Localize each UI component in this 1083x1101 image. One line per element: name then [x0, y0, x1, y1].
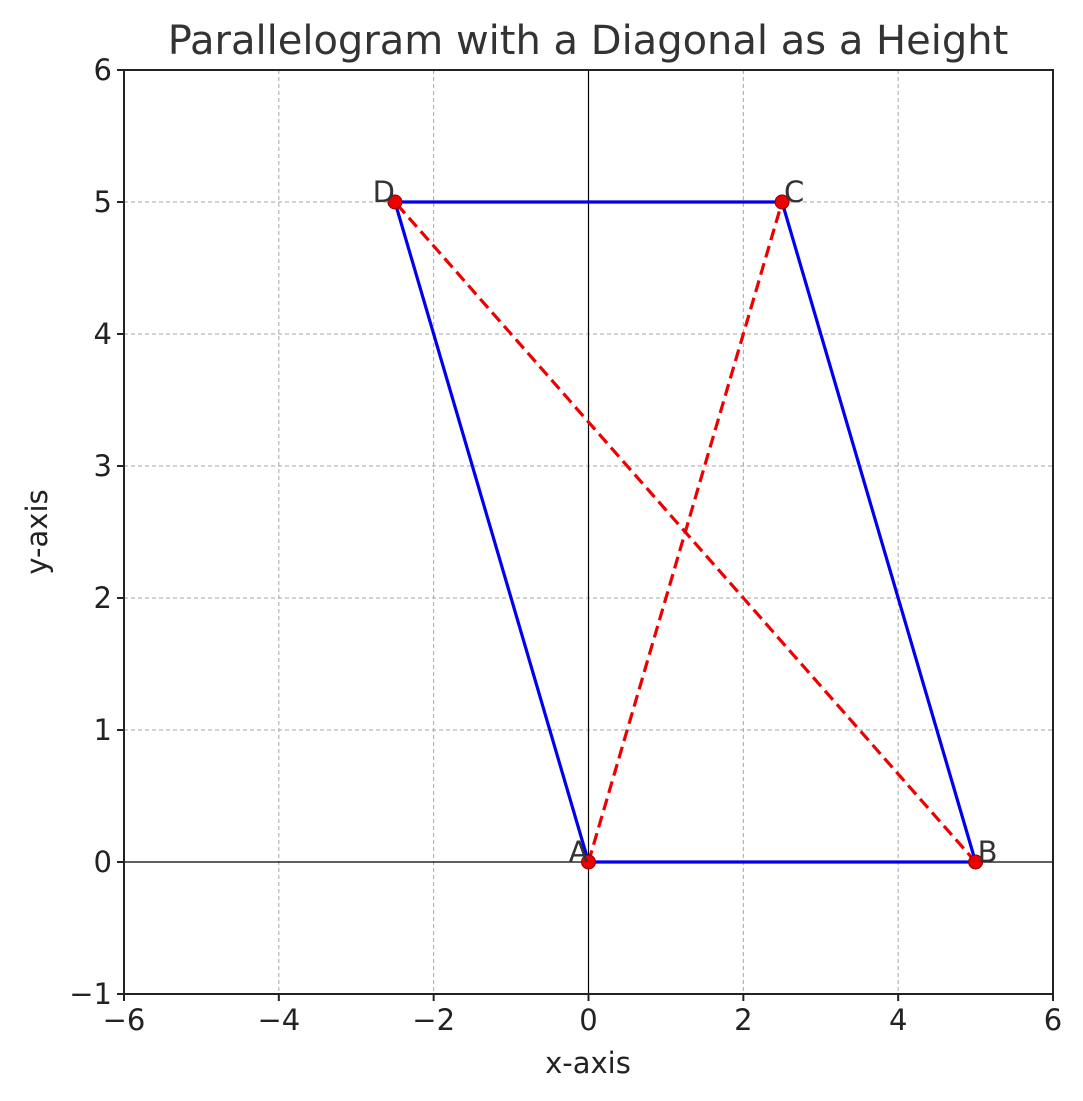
y-tick-label: 4	[94, 317, 112, 351]
y-tick-label: 1	[94, 713, 112, 747]
x-axis-label: x-axis	[545, 1046, 631, 1080]
parallelogram-side-DA	[393, 200, 591, 864]
diagonal-BD	[393, 200, 977, 864]
y-tick-label: 6	[94, 53, 112, 87]
x-tick-label: −4	[257, 1003, 300, 1037]
point-D	[387, 194, 403, 210]
point-C	[774, 194, 790, 210]
y-tick-label: −1	[69, 977, 112, 1011]
point-label-D: D	[373, 175, 395, 209]
point-label-B: B	[978, 835, 998, 869]
x-tick-label: 6	[1044, 1003, 1062, 1037]
point-A	[581, 854, 596, 870]
x-tick-label: 4	[889, 1003, 907, 1037]
point-label-A: A	[569, 835, 589, 869]
plot-shapes	[393, 200, 978, 864]
x-tick-label: −6	[103, 1003, 146, 1037]
parallelogram-side-BC	[780, 200, 978, 864]
y-tick-label: 5	[94, 185, 112, 219]
y-tick-label: 3	[94, 449, 112, 483]
y-axis-label: y-axis	[20, 489, 54, 574]
x-tick-label: 2	[734, 1003, 752, 1037]
x-tick-label: −2	[412, 1003, 455, 1037]
point-B	[968, 854, 984, 870]
point-label-C: C	[784, 175, 804, 209]
x-tick-label: 0	[579, 1003, 597, 1037]
vertex-points: A B C D	[373, 175, 998, 870]
axis-ticks: −6 −4 −2 0 2 4 6 −1 0 1 2 3 4 5 6	[69, 53, 1062, 1037]
y-tick-label: 0	[94, 845, 112, 879]
chart-title: Parallelogram with a Diagonal as a Heigh…	[168, 18, 1009, 64]
y-tick-label: 2	[94, 581, 112, 615]
